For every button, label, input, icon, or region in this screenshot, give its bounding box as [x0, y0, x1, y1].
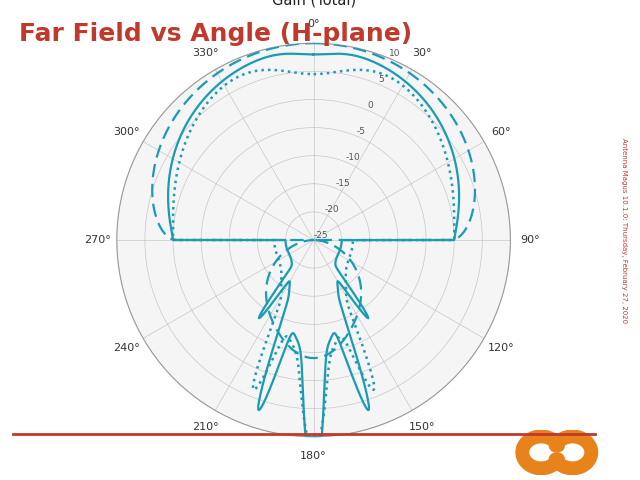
Text: Antenna Magus 10.1.0: Thursday, February 27, 2020: Antenna Magus 10.1.0: Thursday, February… [621, 138, 627, 323]
Text: Far Field vs Angle (H-plane): Far Field vs Angle (H-plane) [19, 22, 412, 46]
Title: Gain (Total): Gain (Total) [271, 0, 356, 8]
